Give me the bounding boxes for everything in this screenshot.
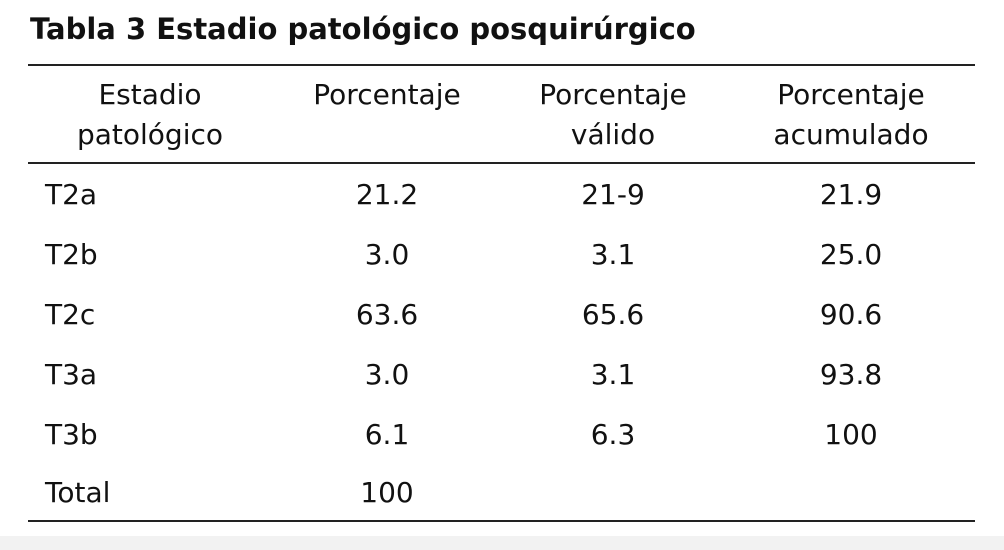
- table-cell: 65.6: [581, 298, 645, 331]
- table-title: Tabla 3 Estadio patológico posquirúrgico: [30, 12, 696, 46]
- header-rule: [28, 162, 975, 164]
- table-cell: 21.2: [355, 178, 419, 211]
- table-cell: 3.0: [364, 238, 410, 271]
- table-page: Tabla 3 Estadio patológico posquirúrgico…: [0, 0, 1004, 536]
- table-cell: 21-9: [581, 178, 645, 211]
- table-cell: 3.0: [364, 358, 410, 391]
- table-cell: 100: [360, 476, 414, 509]
- header-cell: Porcentaje: [777, 78, 925, 111]
- row-label: T2c: [45, 298, 96, 331]
- table-cell: 100: [824, 418, 878, 451]
- bottom-rule: [28, 520, 975, 522]
- row-label: T3b: [45, 418, 98, 451]
- header-cell: Estadio: [98, 78, 202, 111]
- row-label: T2a: [45, 178, 98, 211]
- table-cell: 3.1: [590, 358, 636, 391]
- table-cell: 6.1: [364, 418, 410, 451]
- row-label: Total: [45, 476, 111, 509]
- header-cell: patológico: [76, 118, 224, 151]
- table-cell: 90.6: [819, 298, 883, 331]
- row-label: T2b: [45, 238, 98, 271]
- top-rule: [28, 64, 975, 66]
- header-cell: Porcentaje: [539, 78, 687, 111]
- header-cell: acumulado: [773, 118, 929, 151]
- table-cell: 93.8: [819, 358, 883, 391]
- table-cell: 21.9: [819, 178, 883, 211]
- header-cell: válido: [570, 118, 656, 151]
- header-cell: Porcentaje: [313, 78, 461, 111]
- table-cell: 3.1: [590, 238, 636, 271]
- table-cell: 6.3: [590, 418, 636, 451]
- table-cell: 63.6: [355, 298, 419, 331]
- table-cell: 25.0: [819, 238, 883, 271]
- row-label: T3a: [45, 358, 98, 391]
